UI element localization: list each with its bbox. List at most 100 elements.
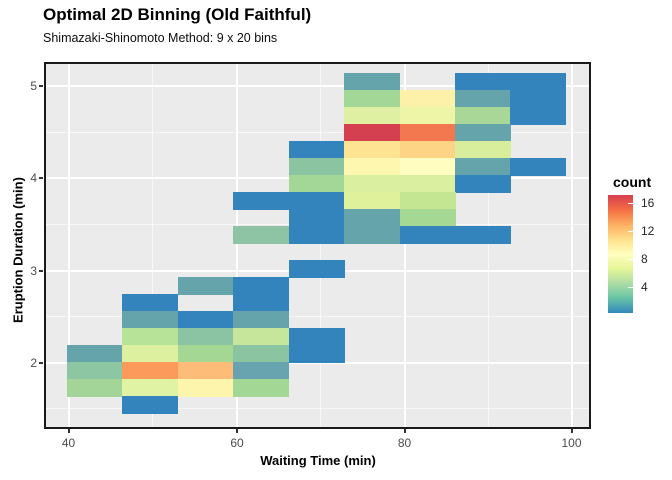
legend-tickmark <box>628 203 633 204</box>
x-axis-tickmark <box>236 429 238 433</box>
heatmap-tile <box>233 311 290 329</box>
heatmap-tile <box>67 362 123 380</box>
heatmap-tile <box>510 107 567 125</box>
heatmap-tile <box>288 328 345 346</box>
heatmap-tile <box>399 192 456 210</box>
heatmap-tile <box>177 328 234 346</box>
heatmap-tile <box>344 175 401 193</box>
heatmap-tile <box>122 396 179 414</box>
legend-tickmark <box>628 287 633 288</box>
legend-tickmark <box>628 259 633 260</box>
heatmap-tile <box>122 379 179 397</box>
heatmap-tile <box>177 362 234 380</box>
heatmap-tile <box>177 277 234 295</box>
heatmap-tile <box>233 277 290 295</box>
heatmap-tile <box>288 226 345 244</box>
heatmap-tile <box>288 345 345 363</box>
heatmap-tile <box>67 345 123 363</box>
major-gridline-vertical <box>570 64 573 427</box>
minor-gridline-horizontal <box>46 408 589 409</box>
y-axis-title: Eruption Duration (min) <box>10 177 26 323</box>
legend-tick-label: 16 <box>641 196 655 210</box>
heatmap-tile <box>344 141 401 159</box>
heatmap-tile <box>177 379 234 397</box>
x-axis-tick-label: 100 <box>561 436 582 450</box>
major-gridline-vertical <box>403 64 406 427</box>
minor-gridline-horizontal <box>46 131 589 133</box>
legend-gradient-bar <box>608 195 633 313</box>
heatmap-tile <box>67 379 123 397</box>
heatmap-tile <box>455 175 511 193</box>
heatmap-tile <box>455 158 511 176</box>
minor-gridline-vertical <box>488 64 489 427</box>
minor-gridline-vertical <box>320 64 322 427</box>
x-axis-tickmark <box>570 429 573 433</box>
heatmap-tile <box>288 175 345 193</box>
heatmap-tile <box>122 294 179 312</box>
x-axis-tick-label: 40 <box>61 436 76 450</box>
legend-tick-label: 8 <box>641 252 648 266</box>
heatmap-tile <box>510 73 567 91</box>
legend-title: count <box>613 174 652 190</box>
legend-tick-label: 12 <box>641 224 655 238</box>
heatmap-tile <box>455 226 511 244</box>
heatmap-tile <box>122 345 179 363</box>
heatmap-tile <box>233 226 290 244</box>
y-axis-tickmark <box>39 177 43 179</box>
major-gridline-horizontal <box>46 361 589 364</box>
heatmap-tile <box>510 90 567 108</box>
heatmap-tile <box>399 158 456 176</box>
y-axis-tickmark <box>39 85 43 87</box>
plot-subtitle: Shimazaki-Shinomoto Method: 9 x 20 bins <box>43 31 278 45</box>
minor-gridline-vertical <box>152 64 154 427</box>
legend-tickmark <box>628 231 633 232</box>
heatmap-tile <box>288 141 345 159</box>
heatmap-tile <box>233 379 290 397</box>
heatmap-tile <box>455 124 511 142</box>
heatmap-tile <box>399 124 456 142</box>
heatmap-tile <box>233 192 290 210</box>
major-gridline-vertical <box>67 64 70 427</box>
heatmap-tile <box>344 124 401 142</box>
heatmap-tile <box>344 107 401 125</box>
heatmap-tile <box>455 90 511 108</box>
heatmap-tile <box>399 141 456 159</box>
major-gridline-vertical <box>236 64 238 427</box>
y-axis-tick-label: 3 <box>30 263 37 278</box>
heatmap-tile <box>344 226 401 244</box>
heatmap-tile <box>344 158 401 176</box>
x-axis-tick-label: 60 <box>230 436 244 450</box>
x-axis-tickmark <box>403 429 406 433</box>
heatmap-tile <box>455 107 511 125</box>
heatmap-tile <box>399 209 456 227</box>
heatmap-tile <box>399 175 456 193</box>
y-axis-tickmark <box>39 269 43 272</box>
heatmap-tile <box>344 209 401 227</box>
minor-gridline-horizontal <box>46 316 589 317</box>
heatmap-tile <box>344 90 401 108</box>
heatmap-tile <box>233 328 290 346</box>
heatmap-tile <box>510 158 567 176</box>
legend-tick-label: 4 <box>641 280 648 294</box>
heatmap-tile <box>288 209 345 227</box>
y-axis-tick-label: 2 <box>30 355 37 370</box>
heatmap-tile <box>288 260 345 278</box>
major-gridline-horizontal <box>46 85 589 87</box>
y-axis-tick-label: 5 <box>30 79 37 93</box>
heatmap-tile <box>122 362 179 380</box>
heatmap-tile <box>177 345 234 363</box>
heatmap-tile <box>399 90 456 108</box>
heatmap-area <box>46 64 589 427</box>
heatmap-tile <box>233 294 290 312</box>
heatmap-tile <box>288 192 345 210</box>
heatmap-tile <box>455 141 511 159</box>
heatmap-tile <box>233 362 290 380</box>
x-axis-tickmark <box>67 429 70 433</box>
heatmap-tile <box>399 226 456 244</box>
heatmap-tile <box>455 73 511 91</box>
y-axis-tick-label: 4 <box>30 171 37 185</box>
heatmap-tile <box>344 73 401 91</box>
heatmap-tile <box>122 311 179 329</box>
heatmap-tile <box>288 158 345 176</box>
